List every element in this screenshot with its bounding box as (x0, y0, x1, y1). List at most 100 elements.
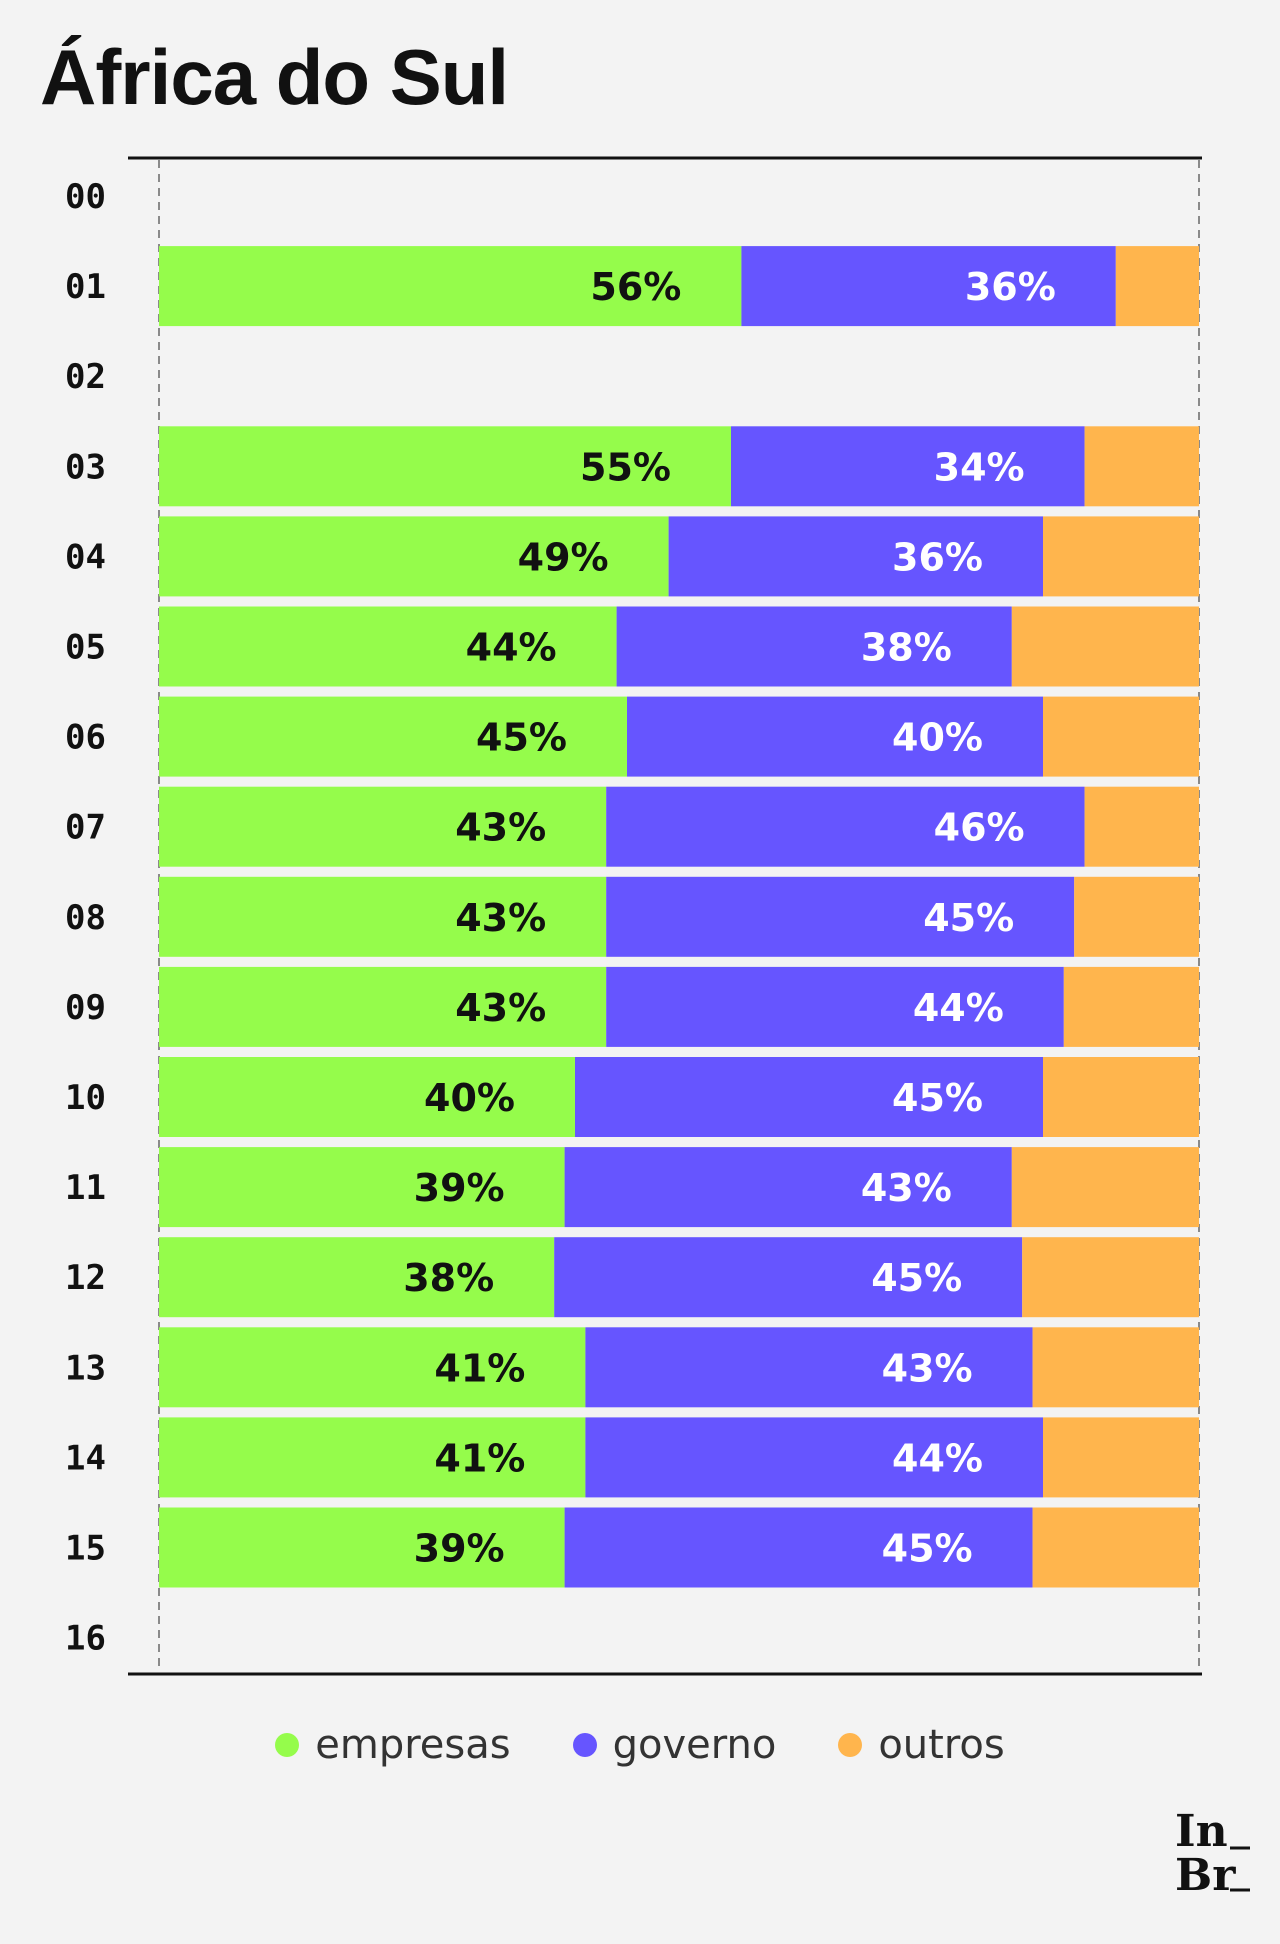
svg-text:Br: Br (1175, 1850, 1236, 1896)
y-tick-label-06: 06 (65, 718, 106, 758)
legend: empresas governo outros (0, 1722, 1280, 1768)
data-label-empresas-15: 39% (414, 1527, 505, 1571)
bar-outros-15 (1032, 1507, 1199, 1588)
bar-empresas-08 (159, 876, 607, 957)
data-label-governo-04: 36% (892, 535, 983, 579)
bar-empresas-03 (159, 426, 731, 507)
y-tick-label-00: 00 (65, 177, 106, 217)
bar-outros-04 (1043, 516, 1199, 597)
bar-governo-15 (564, 1507, 1033, 1588)
brand-logo: In Br (1175, 1806, 1250, 1896)
legend-item-empresas: empresas (275, 1722, 511, 1768)
legend-swatch-outros (838, 1733, 863, 1757)
svg-text:In: In (1175, 1806, 1228, 1857)
data-label-governo-11: 43% (861, 1166, 952, 1210)
y-tick-label-07: 07 (65, 808, 106, 848)
y-tick-label-16: 16 (65, 1619, 106, 1659)
bar-outros-11 (1011, 1147, 1199, 1228)
y-tick-label-03: 03 (65, 447, 106, 487)
bar-empresas-05 (159, 606, 617, 687)
bar-outros-07 (1084, 786, 1199, 867)
bar-governo-13 (585, 1327, 1033, 1408)
data-label-empresas-13: 41% (434, 1346, 525, 1390)
data-label-governo-14: 44% (892, 1436, 983, 1480)
data-label-governo-09: 44% (913, 986, 1004, 1030)
data-label-governo-08: 45% (923, 896, 1014, 940)
chart-title: África do Sul (40, 33, 509, 121)
data-label-empresas-05: 44% (466, 626, 557, 670)
bar-governo-14 (585, 1417, 1043, 1498)
bar-governo-03 (731, 426, 1085, 507)
bar-outros-12 (1022, 1237, 1199, 1318)
bar-governo-04 (668, 516, 1043, 597)
y-tick-label-11: 11 (65, 1168, 106, 1208)
bar-empresas-13 (159, 1327, 586, 1408)
y-tick-label-13: 13 (65, 1348, 106, 1388)
data-label-empresas-11: 39% (414, 1166, 505, 1210)
bar-empresas-11 (159, 1147, 565, 1228)
bar-governo-07 (606, 786, 1085, 867)
data-label-empresas-04: 49% (518, 535, 609, 579)
data-label-governo-01: 36% (965, 265, 1056, 309)
bar-empresas-01 (159, 246, 742, 327)
data-label-governo-13: 43% (882, 1346, 973, 1390)
bar-empresas-14 (159, 1417, 586, 1498)
bar-outros-14 (1043, 1417, 1199, 1498)
bar-outros-10 (1043, 1057, 1199, 1137)
data-label-empresas-08: 43% (455, 896, 546, 940)
legend-label-empresas: empresas (315, 1722, 511, 1768)
data-label-empresas-06: 45% (476, 716, 567, 760)
legend-swatch-empresas (275, 1733, 300, 1757)
data-label-governo-12: 45% (871, 1256, 962, 1300)
data-label-governo-06: 40% (892, 716, 983, 760)
bar-empresas-10 (159, 1057, 575, 1137)
legend-item-outros: outros (838, 1722, 1005, 1768)
bar-governo-11 (564, 1147, 1012, 1228)
bar-governo-10 (575, 1057, 1043, 1137)
y-tick-label-05: 05 (65, 628, 106, 668)
data-label-empresas-01: 56% (590, 265, 681, 309)
data-label-empresas-14: 41% (434, 1436, 525, 1480)
y-tick-label-02: 02 (65, 357, 106, 397)
y-tick-label-12: 12 (65, 1258, 106, 1298)
bar-empresas-09 (159, 966, 607, 1047)
legend-item-governo: governo (572, 1722, 777, 1768)
data-label-governo-05: 38% (861, 626, 952, 670)
y-tick-label-09: 09 (65, 988, 106, 1028)
legend-label-outros: outros (878, 1722, 1005, 1768)
y-tick-label-04: 04 (65, 537, 106, 577)
y-tick-label-01: 01 (65, 267, 106, 307)
y-tick-label-15: 15 (65, 1529, 106, 1569)
bar-outros-13 (1032, 1327, 1199, 1408)
legend-label-governo: governo (612, 1722, 777, 1768)
bar-governo-12 (554, 1237, 1023, 1318)
bar-governo-09 (606, 966, 1064, 1047)
bar-empresas-15 (159, 1507, 565, 1588)
bar-governo-06 (627, 696, 1043, 777)
bar-empresas-07 (159, 786, 607, 867)
bar-empresas-06 (159, 696, 627, 777)
legend-swatch-governo (572, 1733, 597, 1757)
data-label-empresas-10: 40% (424, 1076, 515, 1120)
bar-governo-01 (741, 246, 1116, 327)
bar-outros-09 (1063, 966, 1199, 1047)
data-label-empresas-09: 43% (455, 986, 546, 1030)
bar-governo-08 (606, 876, 1075, 957)
bar-outros-03 (1084, 426, 1199, 507)
bar-outros-06 (1043, 696, 1199, 777)
data-label-empresas-07: 43% (455, 806, 546, 850)
data-label-governo-07: 46% (934, 806, 1025, 850)
labels-layer: 00 01 56% 36% 02 03 55% 34% 04 49% 36% 05 44% 38% 06 45… (65, 177, 1056, 1659)
bar-empresas-04 (159, 516, 669, 597)
bar-empresas-12 (159, 1237, 555, 1318)
data-label-governo-03: 34% (934, 445, 1025, 489)
y-tick-label-08: 08 (65, 898, 106, 938)
bars-layer (159, 246, 1199, 1588)
bar-outros-05 (1011, 606, 1199, 687)
bar-outros-08 (1074, 876, 1199, 957)
data-label-empresas-03: 55% (580, 445, 671, 489)
stacked-bar-chart: 00 01 56% 36% 02 03 55% 34% 04 49% 36% 05 44% 38% 06 45… (65, 156, 1202, 1676)
data-label-governo-10: 45% (892, 1076, 983, 1120)
data-label-empresas-12: 38% (403, 1256, 494, 1300)
data-label-governo-15: 45% (882, 1527, 973, 1571)
